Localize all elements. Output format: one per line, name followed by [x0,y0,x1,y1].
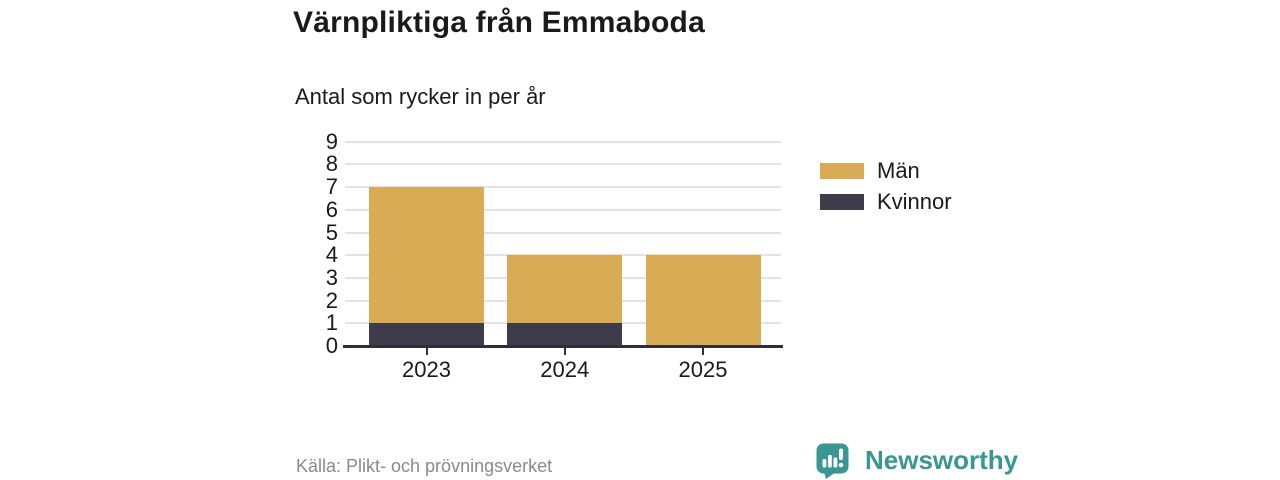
y-tick-label-6: 6 [325,196,338,222]
legend-swatch-men [820,163,864,179]
y-tick-label-9: 9 [325,128,338,154]
y-tick-label-0: 0 [325,333,338,358]
gridline-y-5 [345,231,781,234]
brand-logo: Newsworthy [815,442,1018,479]
x-tick-label-2024: 2024 [540,357,590,382]
bar-segment-kvinnor-2024 [507,323,623,346]
y-tick-label-4: 4 [325,242,338,268]
legend-swatch-women [820,194,864,210]
legend-item-women: Kvinnor [820,191,952,213]
x-tick-2025 [702,348,704,355]
y-tick-label-2: 2 [325,287,338,313]
y-tick-label-1: 1 [325,310,338,336]
brand-name: Newsworthy [865,445,1019,475]
legend-item-men: Män [820,160,952,182]
source-attribution: Källa: Plikt- och prövningsverket [296,456,553,476]
y-tick-label-8: 8 [325,151,338,177]
x-axis-line [343,345,783,348]
legend-label-women: Kvinnor [877,189,952,214]
x-tick-label-2025: 2025 [678,357,728,382]
newsworthy-badge-bar-chart-icon [815,442,852,479]
x-tick-2024 [563,348,566,355]
plot-area [345,110,781,346]
legend-label-men: Män [877,158,920,183]
gridline-y-4 [345,254,781,257]
bar-segment-män-2025 [645,255,761,346]
gridline-y-7 [345,186,781,189]
y-tick-label-7: 7 [325,174,338,200]
x-tick-label-2023: 2023 [402,357,451,382]
y-tick-label-5: 5 [325,219,338,245]
y-tick-label-3: 3 [325,264,338,290]
gridline-y-9 [345,140,781,143]
bar-segment-män-2024 [507,255,623,324]
gridline-y-6 [345,208,781,211]
bar-segment-kvinnor-2023 [369,323,484,346]
gridline-y-8 [345,163,781,166]
bar-segment-män-2023 [369,187,484,324]
legend: Män Kvinnor [820,160,952,213]
chart-title: Värnpliktiga från Emmaboda [293,6,705,39]
x-tick-2023 [425,348,428,355]
chart-subtitle: Antal som rycker in per år [295,84,546,109]
